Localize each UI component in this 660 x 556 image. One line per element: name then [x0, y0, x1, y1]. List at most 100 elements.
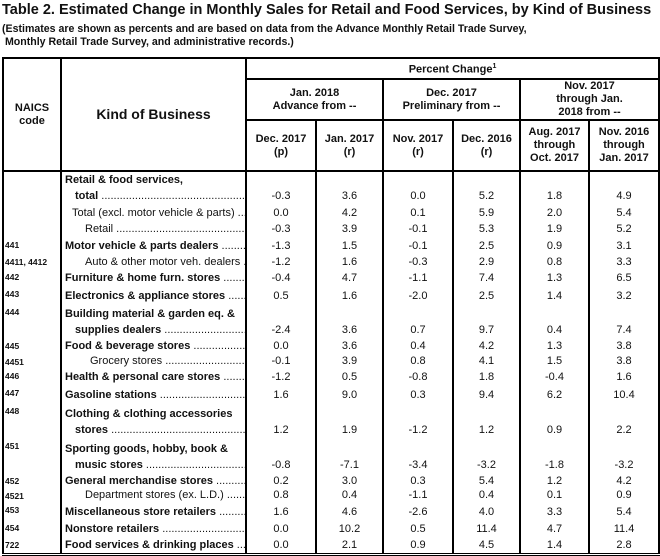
percent-value: 3.6 [315, 171, 384, 204]
percent-value: 1.5 [315, 237, 384, 254]
percent-value: 2.2 [587, 403, 660, 438]
column-header: Jan. 2017 (r) [315, 119, 384, 172]
percent-value: 1.6 [315, 286, 384, 304]
kind-label: Clothing & clothing accessories [65, 408, 233, 420]
percent-value: 4.7 [315, 269, 384, 286]
percent-value: -7.1 [315, 438, 384, 473]
percent-value: 3.0 [315, 473, 384, 488]
percent-value: 0.9 [587, 488, 660, 502]
kind-label: General merchandise stores [65, 475, 245, 488]
kind-of-business: Retail [60, 221, 247, 237]
percent-value: 0.7 [382, 304, 454, 338]
percent-value: 1.8 [519, 171, 590, 204]
naics-code: 451 [2, 438, 62, 473]
percent-value: 0.0 [245, 520, 317, 537]
group-header: Nov. 2017 through Jan. 2018 from -- [518, 78, 660, 121]
kind-label: Food services & drinking places [65, 537, 245, 553]
percent-value: 9.7 [452, 304, 521, 338]
percent-value: 0.9 [519, 403, 590, 438]
footnote-mark: 1 [492, 63, 497, 71]
percent-value: 1.3 [519, 269, 590, 286]
percent-value: 4.2 [315, 204, 384, 221]
percent-value: 5.3 [452, 221, 521, 237]
kind-label: Food & beverage stores [65, 338, 245, 354]
naics-header: NAICS code [2, 57, 62, 172]
percent-value: 0.5 [382, 520, 454, 537]
percent-value: 0.9 [519, 237, 590, 254]
percent-value: -3.4 [382, 438, 454, 473]
percent-change-header: Percent Change1 [244, 57, 660, 80]
kind-label: Retail [65, 221, 245, 237]
percent-value: 5.9 [452, 204, 521, 221]
kind-of-business: Retail & food services, total [60, 171, 247, 204]
kind-of-business: Auto & other motor veh. dealers [60, 254, 247, 269]
percent-value: -0.1 [382, 221, 454, 237]
column-header-line: (r) [480, 145, 493, 158]
percent-value: 0.4 [382, 338, 454, 354]
percent-value: 0.5 [245, 286, 317, 304]
percent-value: 0.4 [519, 304, 590, 338]
percent-value: 0.0 [245, 537, 317, 556]
percent-value: 7.4 [452, 269, 521, 286]
percent-value: 0.1 [519, 488, 590, 502]
percent-value: 2.8 [587, 537, 660, 556]
kind-of-business: General merchandise stores [60, 473, 247, 488]
naics-code: 443 [2, 286, 62, 304]
naics-code: 452 [2, 473, 62, 488]
naics-code: 445 [2, 338, 62, 354]
percent-value: 3.6 [315, 338, 384, 354]
percent-value: -2.0 [382, 286, 454, 304]
kind-of-business: Grocery stores [60, 354, 247, 368]
percent-value: 2.5 [452, 237, 521, 254]
kind-of-business: Sporting goods, hobby, book & music store… [60, 438, 247, 473]
group-header: Dec. 2017 Preliminary from -- [382, 78, 521, 121]
column-header-line: through [603, 139, 645, 151]
percent-value: 0.0 [245, 204, 317, 221]
naics-code: 453 [2, 502, 62, 520]
column-header: Nov. 2016 through Jan. 2017 [587, 119, 660, 172]
percent-value: 0.0 [245, 338, 317, 354]
kind-label: Retail & food services, [65, 174, 183, 186]
table-row: 4411, 4412 Auto & other motor veh. dealer… [2, 254, 660, 269]
column-header: Nov. 2017 (r) [382, 119, 454, 172]
percent-value: 4.6 [315, 502, 384, 520]
percent-value: 1.6 [245, 502, 317, 520]
naics-code: 441 [2, 237, 62, 254]
kind-label: Total (excl. motor vehicle & parts) [65, 205, 245, 221]
percent-value: 1.5 [519, 354, 590, 368]
kind-of-business: Food services & drinking places [60, 537, 247, 556]
percent-value: 10.4 [587, 385, 660, 403]
percent-value: -3.2 [587, 438, 660, 473]
naics-code: 722 [2, 537, 62, 556]
percent-value: 3.9 [315, 221, 384, 237]
percent-value: 1.4 [519, 537, 590, 556]
percent-value: 1.2 [245, 403, 317, 438]
column-header-line: Jan. 2017 [324, 132, 375, 145]
kind-label: Electronics & appliance stores [65, 288, 245, 304]
kind-of-business: Electronics & appliance stores [60, 286, 247, 304]
percent-value: 1.9 [315, 403, 384, 438]
percent-value: 4.1 [452, 354, 521, 368]
percent-value: 3.8 [587, 354, 660, 368]
kind-label: Building material & garden eq. & [65, 308, 235, 320]
column-header-line: (p) [273, 145, 289, 158]
percent-value: 5.2 [452, 171, 521, 204]
percent-value: 1.2 [452, 403, 521, 438]
percent-value: -1.2 [245, 368, 317, 385]
percent-value: 3.1 [587, 237, 660, 254]
percent-value: -1.3 [245, 237, 317, 254]
kind-label: Gasoline stations [65, 387, 245, 403]
percent-value: 9.0 [315, 385, 384, 403]
percent-value: 4.2 [587, 473, 660, 488]
percent-value: 2.0 [519, 204, 590, 221]
percent-value: 4.0 [452, 502, 521, 520]
percent-value: 0.4 [452, 488, 521, 502]
table-row: Retail & food services, total-0.33.60.05.… [2, 171, 660, 204]
percent-value: -1.8 [519, 438, 590, 473]
column-header-line: Dec. 2017 [255, 132, 307, 145]
